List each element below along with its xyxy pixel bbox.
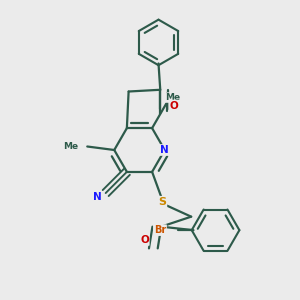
Text: S: S xyxy=(158,197,166,207)
Text: O: O xyxy=(169,100,178,110)
Text: Br: Br xyxy=(154,225,166,235)
Text: Me: Me xyxy=(63,142,78,151)
Text: N: N xyxy=(160,145,169,155)
Text: O: O xyxy=(140,235,149,245)
Text: Me: Me xyxy=(165,93,180,102)
Text: N: N xyxy=(92,192,101,202)
